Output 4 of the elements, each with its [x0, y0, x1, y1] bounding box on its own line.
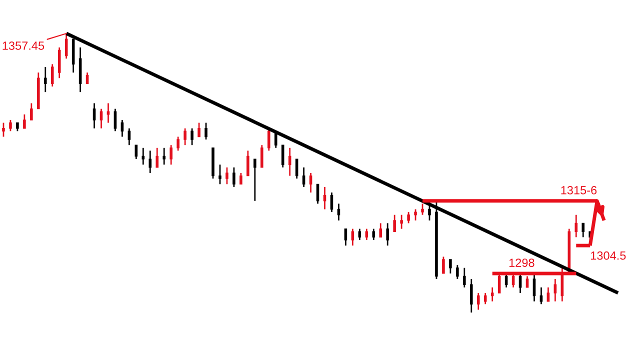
series-label: 1315-6	[561, 186, 597, 194]
series-label: 1298	[509, 258, 534, 267]
series-label: 1304.5	[591, 251, 626, 260]
annotation: 1357.45	[2, 42, 44, 50]
